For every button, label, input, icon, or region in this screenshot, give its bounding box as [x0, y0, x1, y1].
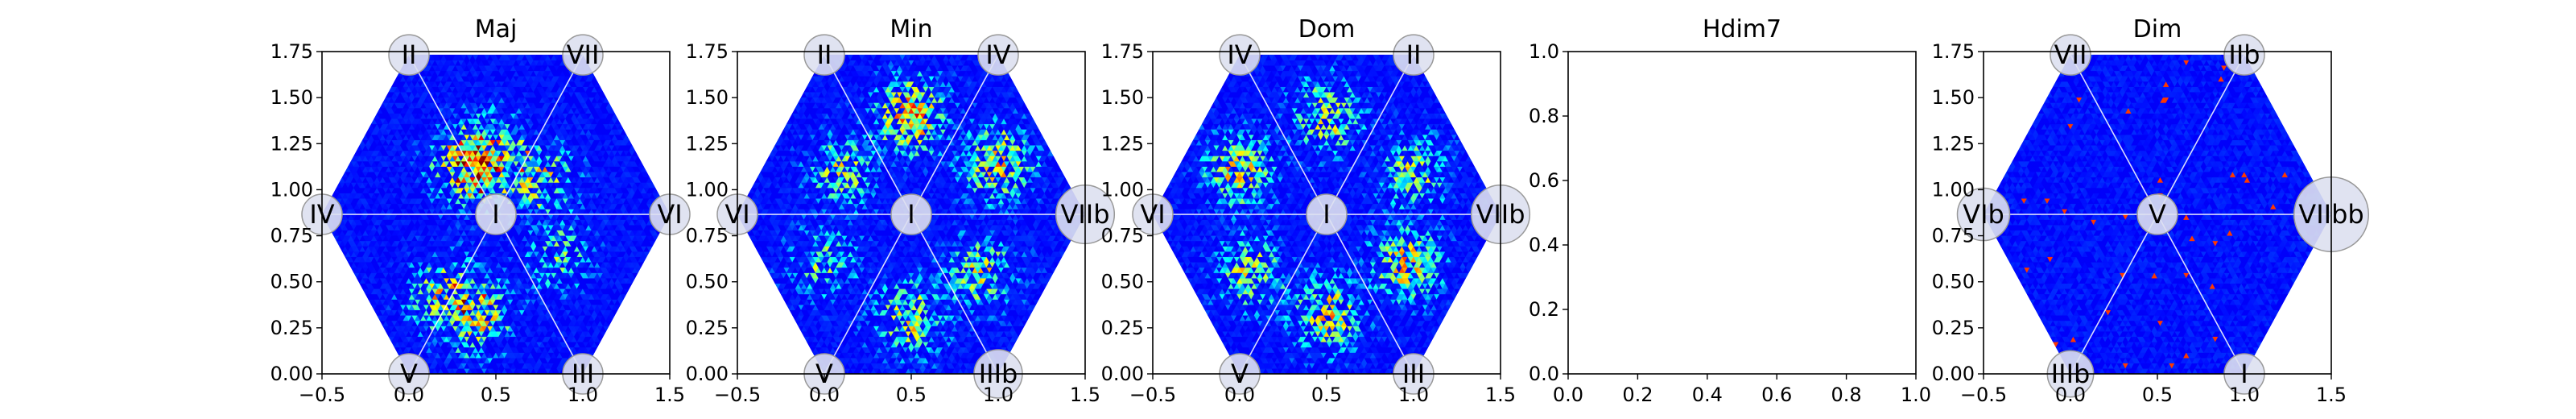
heatmap-cells [322, 54, 670, 374]
panel-title: Maj [475, 15, 518, 44]
